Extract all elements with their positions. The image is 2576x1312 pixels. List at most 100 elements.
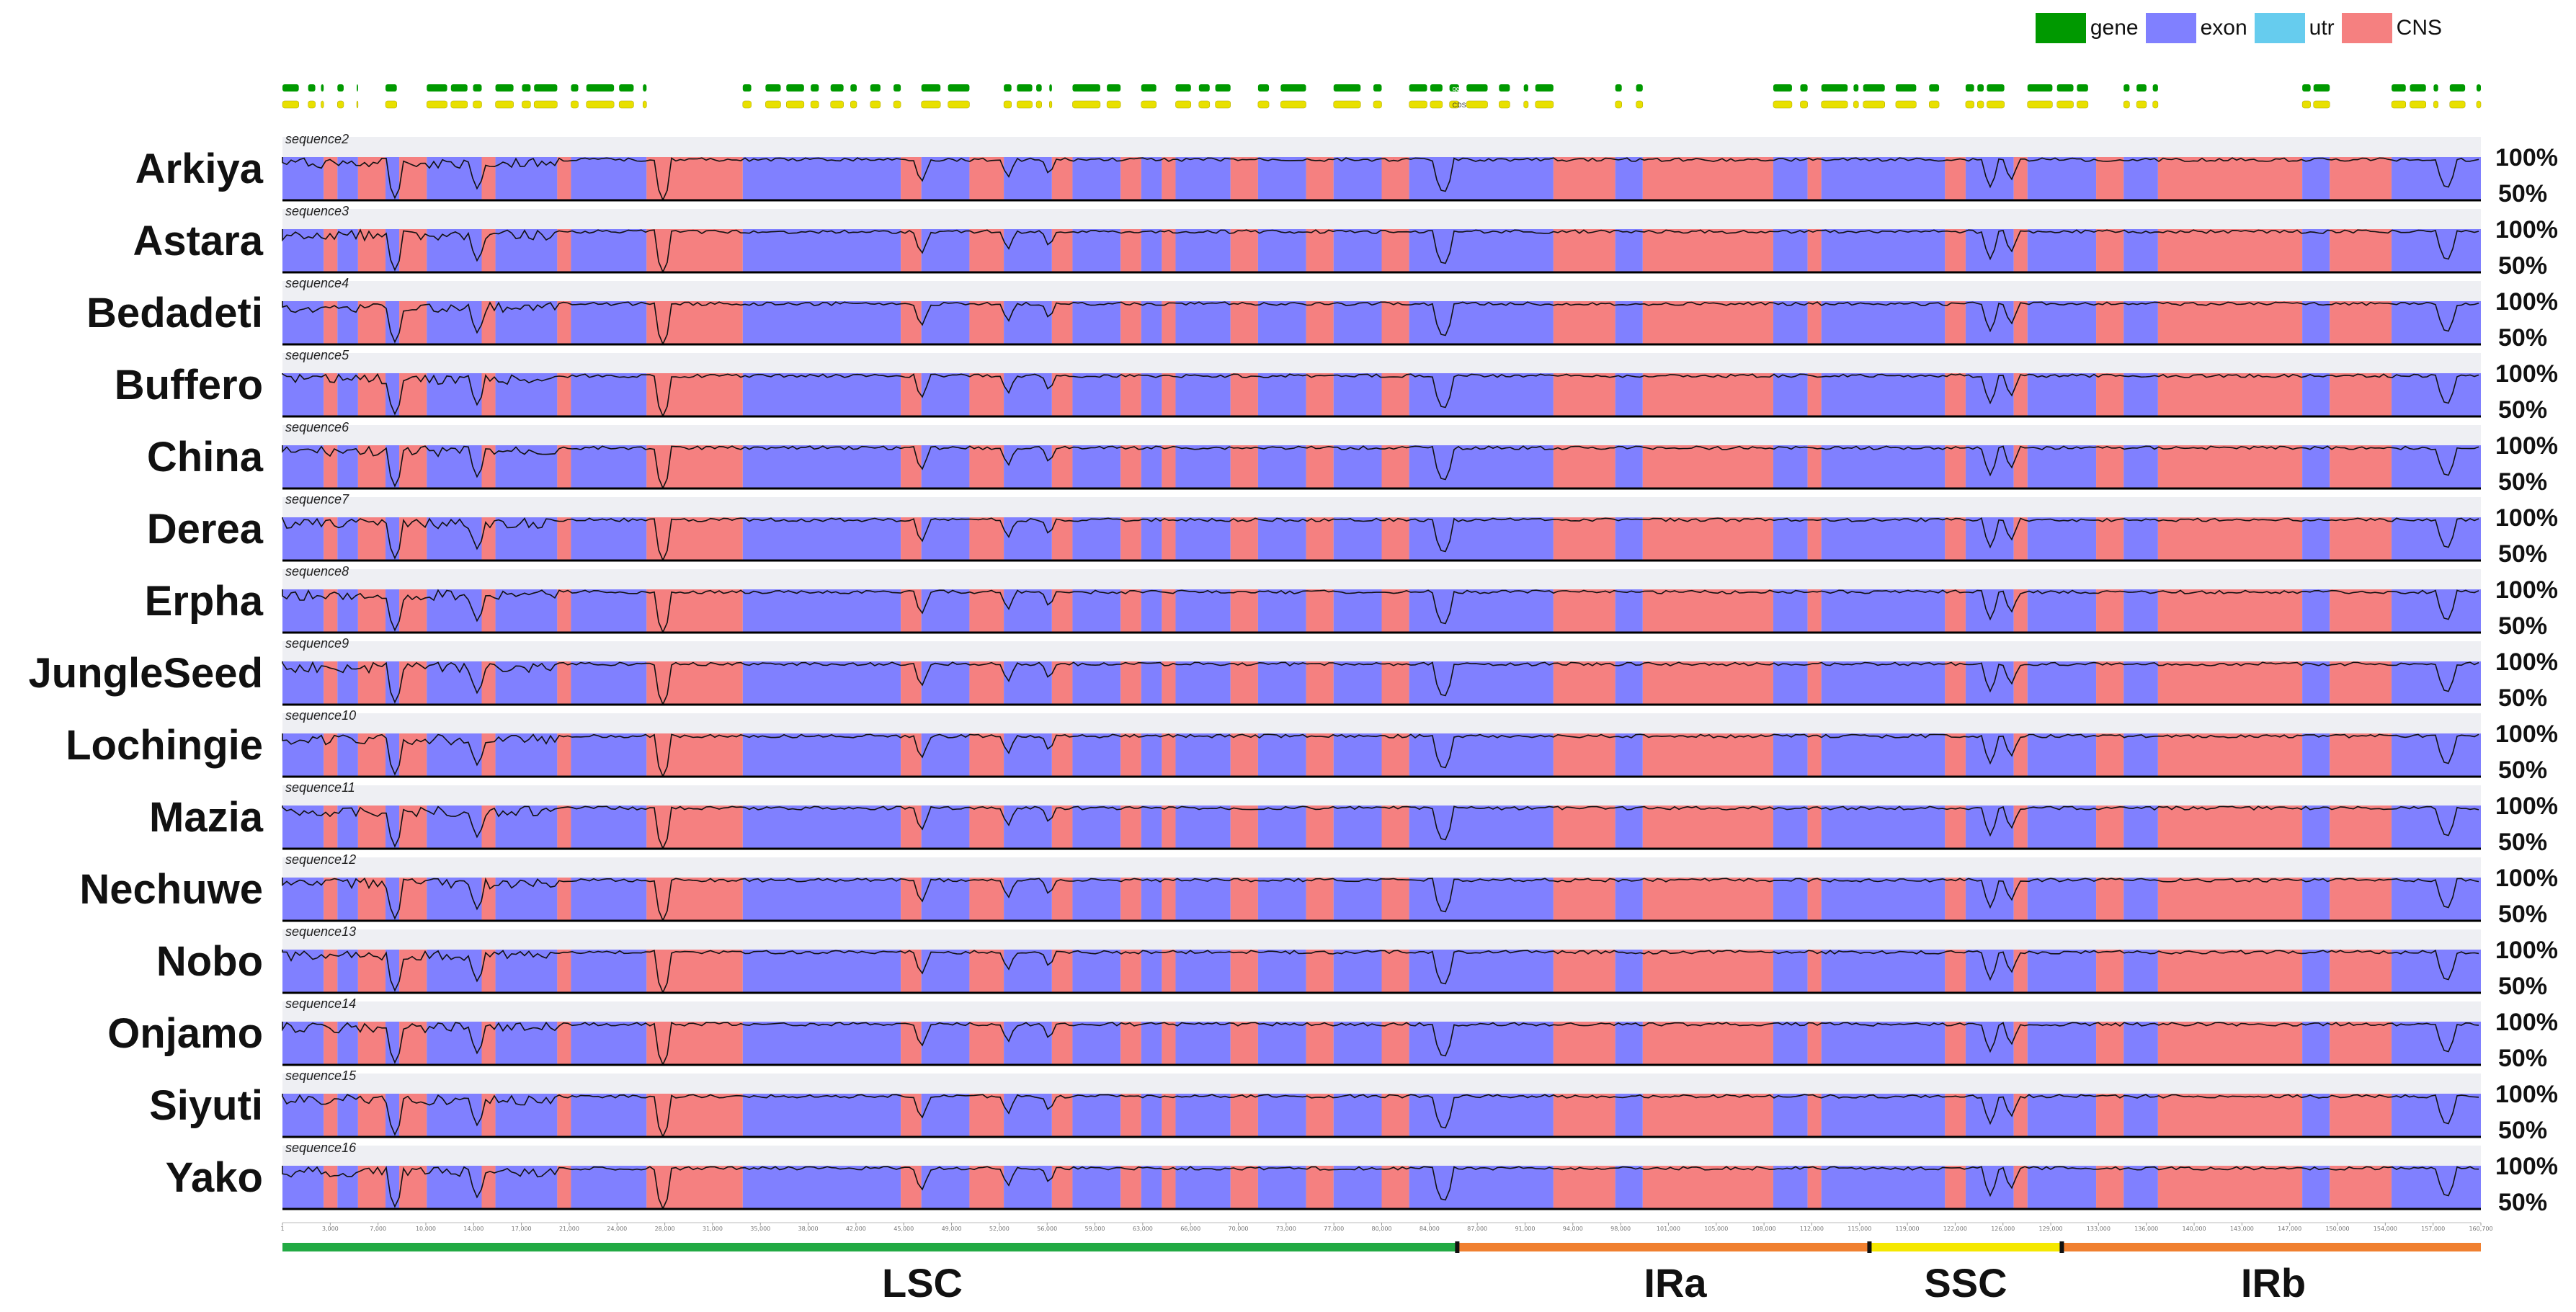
- pct-100-label: 100%: [2495, 1081, 2558, 1108]
- segment-exon: [1072, 1166, 1121, 1209]
- axis-tick-label: 10,000: [416, 1226, 436, 1232]
- segment-CNS: [901, 661, 922, 705]
- axis-tick-label: 24,000: [607, 1226, 627, 1232]
- gene-block: [473, 84, 482, 92]
- segment-exon: [1615, 1166, 1643, 1209]
- segment-exon: [1004, 445, 1052, 488]
- segment-exon: [2302, 589, 2330, 633]
- segment-CNS: [2330, 517, 2392, 561]
- segment-exon: [1333, 373, 1382, 416]
- segment-CNS: [1162, 806, 1176, 849]
- segment-exon: [282, 878, 324, 921]
- sequence-label: sequence3: [285, 204, 349, 218]
- segment-exon: [1257, 1166, 1306, 1209]
- gene-block: [1615, 84, 1622, 92]
- segment-CNS: [969, 157, 1004, 200]
- segment-exon: [282, 806, 324, 849]
- gene-block: [1409, 84, 1427, 92]
- segment-exon: [571, 950, 647, 993]
- axis-tick-label: 17,000: [512, 1226, 532, 1232]
- segment-CNS: [969, 517, 1004, 561]
- segment-exon: [1333, 301, 1382, 344]
- segment-exon: [1615, 1022, 1643, 1065]
- segment-exon: [1257, 589, 1306, 633]
- segment-exon: [1333, 661, 1382, 705]
- segment-exon: [1615, 878, 1643, 921]
- segment-exon: [1409, 517, 1554, 561]
- segment-CNS: [1230, 589, 1258, 633]
- segment-CNS: [1642, 1022, 1773, 1065]
- segment-exon: [1004, 301, 1052, 344]
- segment-CNS: [1120, 878, 1141, 921]
- cds-block: [2027, 100, 2053, 109]
- segment-CNS: [1945, 373, 1966, 416]
- segment-CNS: [1230, 229, 1258, 272]
- cds-block: [1821, 100, 1848, 109]
- pct-50-label: 50%: [2498, 252, 2547, 280]
- segment-exon: [1773, 157, 1808, 200]
- gene-block: [1800, 84, 1808, 92]
- segment-CNS: [1230, 445, 1258, 488]
- segment-exon: [921, 589, 970, 633]
- segment-exon: [1615, 229, 1643, 272]
- segment-CNS: [357, 878, 386, 921]
- axis-tick-label: 157,000: [2421, 1226, 2445, 1232]
- gene-block: [2476, 84, 2481, 92]
- segment-CNS: [969, 1166, 1004, 1209]
- cds-block: [2136, 100, 2147, 109]
- segment-exon: [1821, 301, 1946, 344]
- segment-exon: [2302, 1094, 2330, 1137]
- axis-tick-label: 14,000: [463, 1226, 483, 1232]
- cds-track-label: CDS: [1453, 102, 1466, 109]
- gene-block: [1280, 84, 1306, 92]
- segment-exon: [2027, 878, 2097, 921]
- segment-exon: [742, 1166, 901, 1209]
- segment-CNS: [1642, 733, 1773, 777]
- segment-CNS: [1553, 950, 1615, 993]
- segment-exon: [1333, 229, 1382, 272]
- gene-block: [1373, 84, 1382, 92]
- segment-exon: [1141, 1022, 1162, 1065]
- segment-exon: [2392, 950, 2481, 993]
- segment-CNS: [2096, 1094, 2124, 1137]
- segment-CNS: [1230, 733, 1258, 777]
- segment-CNS: [1642, 301, 1773, 344]
- axis-tick-label: 119,000: [1896, 1226, 1920, 1232]
- cds-block: [2313, 100, 2330, 109]
- segment-exon: [1333, 445, 1382, 488]
- pct-100-label: 100%: [2495, 865, 2558, 892]
- segment-CNS: [399, 445, 427, 488]
- segment-CNS: [2157, 373, 2303, 416]
- segment-CNS: [1553, 733, 1615, 777]
- segment-CNS: [2096, 517, 2124, 561]
- segment-exon: [2302, 301, 2330, 344]
- segment-CNS: [1553, 1166, 1615, 1209]
- cds-block: [642, 100, 647, 109]
- segment-exon: [1615, 445, 1643, 488]
- segment-exon: [2123, 1094, 2158, 1137]
- segment-CNS: [969, 733, 1004, 777]
- segment-CNS: [901, 806, 922, 849]
- cds-block: [2391, 100, 2407, 109]
- segment-exon: [1141, 229, 1162, 272]
- segment-exon: [1965, 157, 2014, 200]
- segment-CNS: [399, 589, 427, 633]
- segment-CNS: [1230, 661, 1258, 705]
- segment-exon: [282, 373, 324, 416]
- segment-exon: [495, 806, 558, 849]
- segment-exon: [1409, 373, 1554, 416]
- segment-exon: [1821, 373, 1946, 416]
- segment-exon: [1257, 1022, 1306, 1065]
- segment-CNS: [1120, 950, 1141, 993]
- segment-CNS: [1162, 445, 1176, 488]
- segment-CNS: [1945, 589, 1966, 633]
- cds-block: [921, 100, 941, 109]
- segment-CNS: [1120, 733, 1141, 777]
- segment-exon: [921, 878, 970, 921]
- segment-exon: [282, 661, 324, 705]
- segment-CNS: [969, 878, 1004, 921]
- segment-exon: [282, 157, 324, 200]
- segment-CNS: [2096, 878, 2124, 921]
- legend-swatch-utr: [2254, 13, 2305, 43]
- segment-exon: [571, 661, 647, 705]
